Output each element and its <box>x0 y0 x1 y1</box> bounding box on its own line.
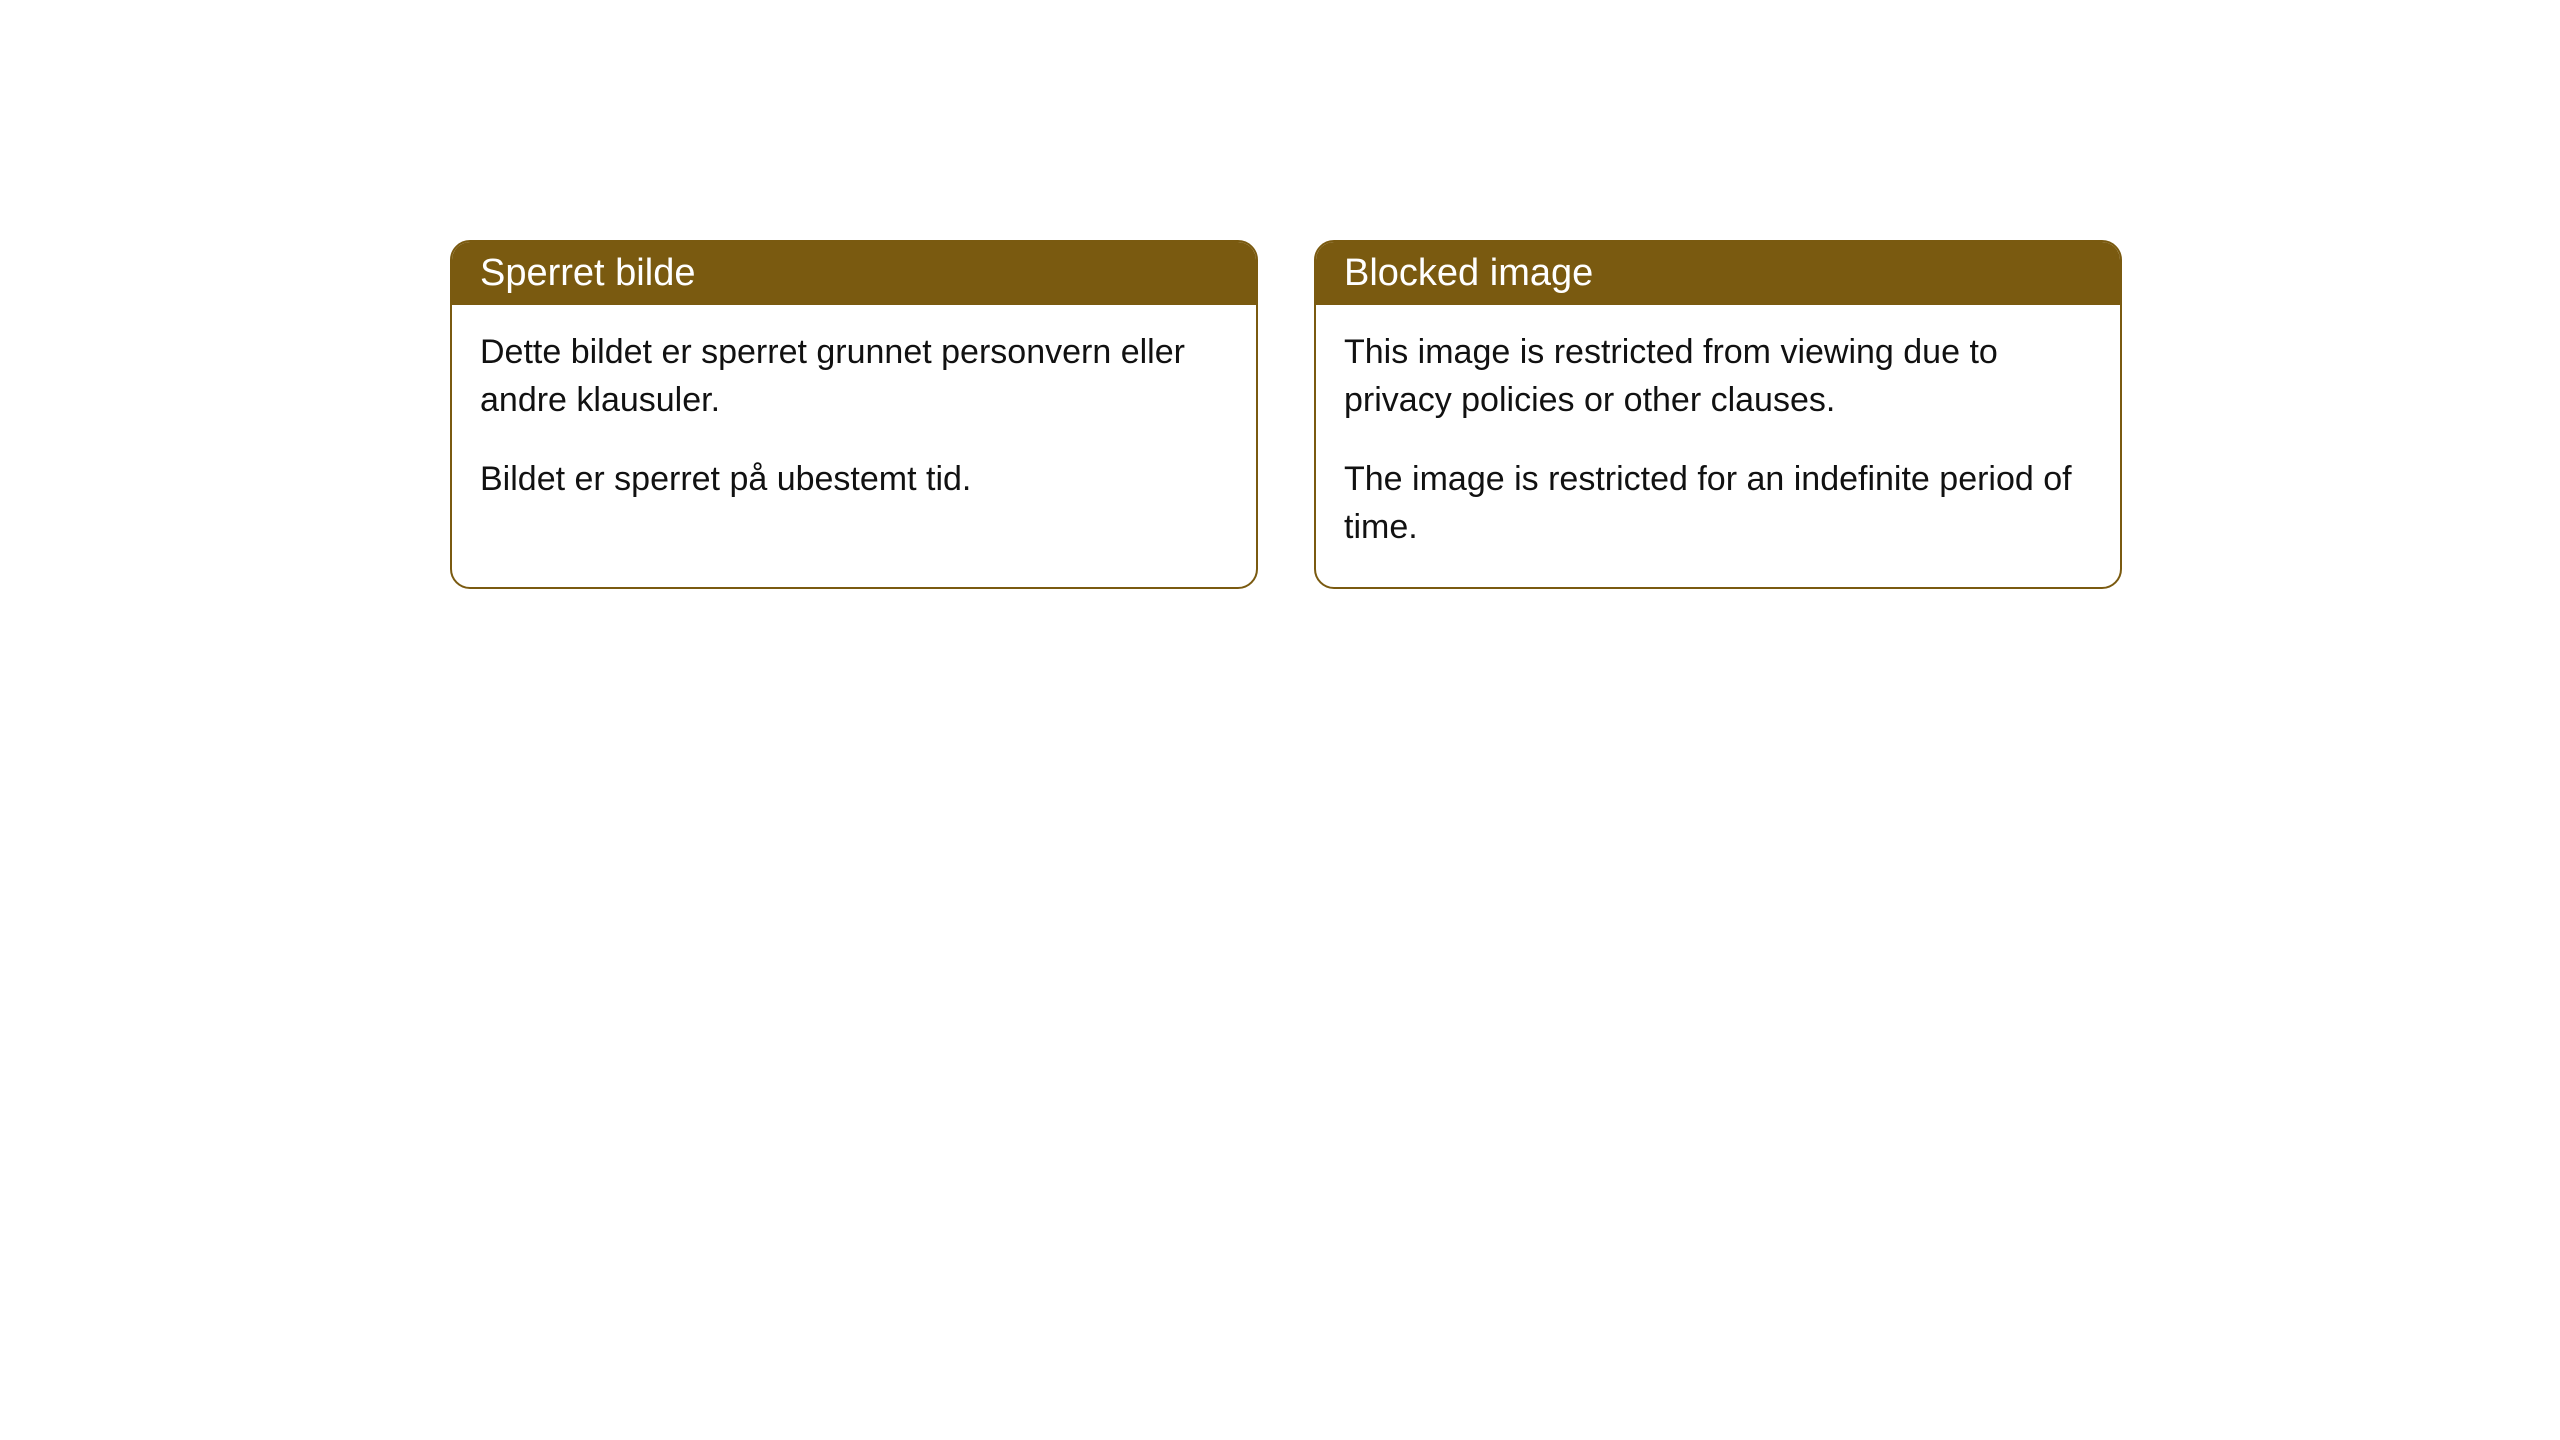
notice-title-english: Blocked image <box>1344 252 1593 294</box>
notice-title-norwegian: Sperret bilde <box>480 252 695 294</box>
notice-header-norwegian: Sperret bilde <box>452 242 1256 305</box>
notice-paragraph-2-english: The image is restricted for an indefinit… <box>1344 456 2092 551</box>
notice-paragraph-1-norwegian: Dette bildet er sperret grunnet personve… <box>480 329 1228 424</box>
notice-paragraph-1-english: This image is restricted from viewing du… <box>1344 329 2092 424</box>
notice-paragraph-2-norwegian: Bildet er sperret på ubestemt tid. <box>480 456 1228 504</box>
notice-card-english: Blocked image This image is restricted f… <box>1314 240 2122 589</box>
notice-card-norwegian: Sperret bilde Dette bildet er sperret gr… <box>450 240 1258 589</box>
notice-container: Sperret bilde Dette bildet er sperret gr… <box>450 240 2122 589</box>
notice-body-english: This image is restricted from viewing du… <box>1316 305 2120 587</box>
notice-body-norwegian: Dette bildet er sperret grunnet personve… <box>452 305 1256 540</box>
notice-header-english: Blocked image <box>1316 242 2120 305</box>
